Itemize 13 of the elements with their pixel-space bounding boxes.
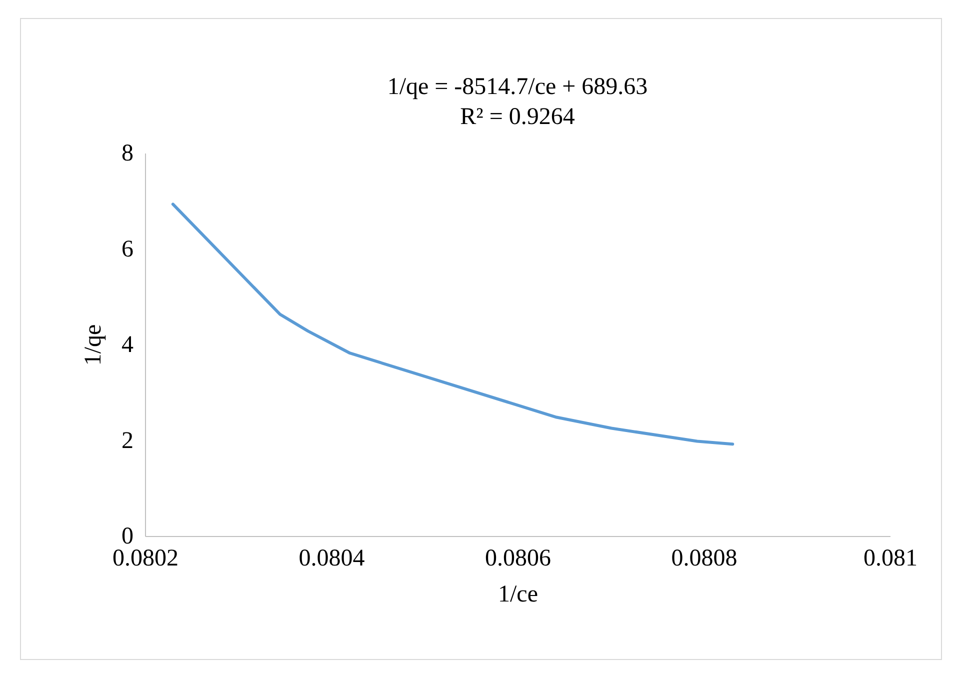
x-tick-label: 0.0804 <box>298 546 365 572</box>
y-axis-title: 1/qe <box>80 324 106 366</box>
y-tick-label: 4 <box>122 332 134 358</box>
y-tick-label: 2 <box>122 428 134 454</box>
x-tick-label: 0.081 <box>864 546 918 572</box>
chart-subtitle: R² = 0.9264 <box>460 104 575 130</box>
chart-title: 1/qe = -8514.7/ce + 689.63 <box>387 74 648 100</box>
x-axis-title: 1/ce <box>498 582 538 608</box>
x-tick-label: 0.0806 <box>485 546 551 572</box>
line-series <box>171 202 734 446</box>
y-tick-label: 8 <box>122 140 134 166</box>
y-tick-label: 6 <box>122 236 134 262</box>
x-tick-label: 0.0808 <box>671 546 738 572</box>
